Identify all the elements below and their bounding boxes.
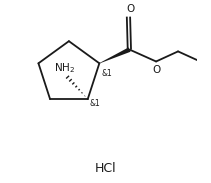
Text: HCl: HCl <box>95 162 116 175</box>
Text: O: O <box>127 4 135 14</box>
Text: O: O <box>152 66 161 76</box>
Text: &1: &1 <box>101 69 112 78</box>
Polygon shape <box>99 47 131 64</box>
Text: &1: &1 <box>89 99 100 108</box>
Text: NH$_2$: NH$_2$ <box>54 61 75 75</box>
